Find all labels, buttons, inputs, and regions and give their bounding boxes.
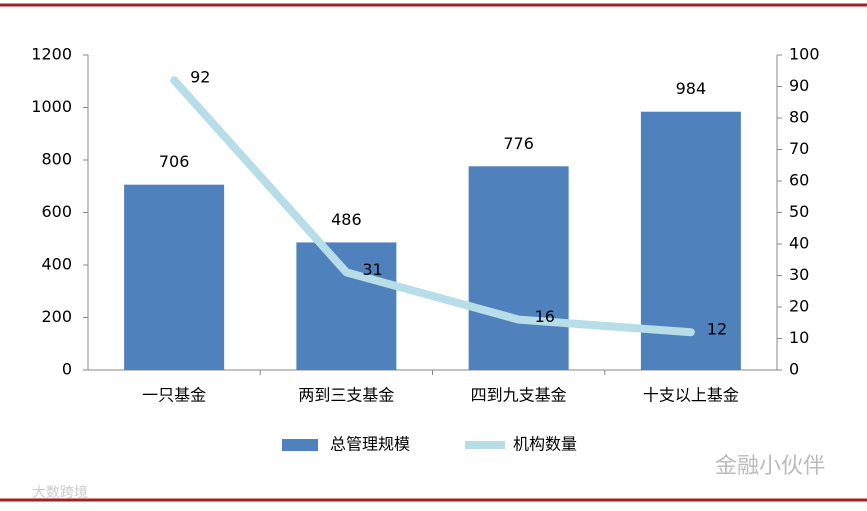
legend-label: 总管理规模 [330,435,410,454]
x-tick-label: 十支以上基金 [643,386,739,405]
watermark: 金融小伙伴 [715,454,825,479]
y2-tick-label: 60 [789,171,809,190]
y-tick-label: 600 [41,202,72,221]
bar-value-label: 706 [159,152,190,171]
x-tick-label: 四到九支基金 [471,386,567,405]
bar-value-label: 486 [331,210,362,229]
bar-value-label: 984 [676,79,707,98]
source-watermark: 大数跨境 [32,485,88,501]
x-tick-label: 一只基金 [142,386,206,405]
y2-tick-label: 90 [789,76,809,95]
y2-tick-label: 70 [789,139,809,158]
y2-tick-label: 20 [789,297,809,316]
y-tick-label: 0 [62,360,72,379]
legend-label: 机构数量 [513,435,577,454]
bar-value-label: 776 [503,134,534,153]
y2-tick-label: 50 [789,202,809,221]
y-tick-label: 400 [41,255,72,274]
y2-tick-label: 30 [789,265,809,284]
line-value-label: 16 [535,307,555,326]
line-value-label: 12 [707,320,727,339]
y-tick-label: 200 [41,307,72,326]
y-tick-label: 1200 [31,45,72,64]
y2-tick-label: 40 [789,234,809,253]
legend-swatch [282,439,318,451]
y2-tick-label: 80 [789,108,809,127]
line [170,76,695,337]
bar [468,166,569,370]
line-value-label: 92 [190,68,210,87]
y2-tick-label: 10 [789,328,809,347]
y2-tick-label: 100 [789,45,820,64]
bar [296,242,397,370]
y-tick-label: 800 [41,150,72,169]
x-tick-label: 两到三支基金 [298,386,394,405]
y-tick-label: 1000 [31,97,72,116]
y2-tick-label: 0 [789,360,799,379]
line-value-label: 31 [362,260,382,279]
bar [124,184,225,370]
